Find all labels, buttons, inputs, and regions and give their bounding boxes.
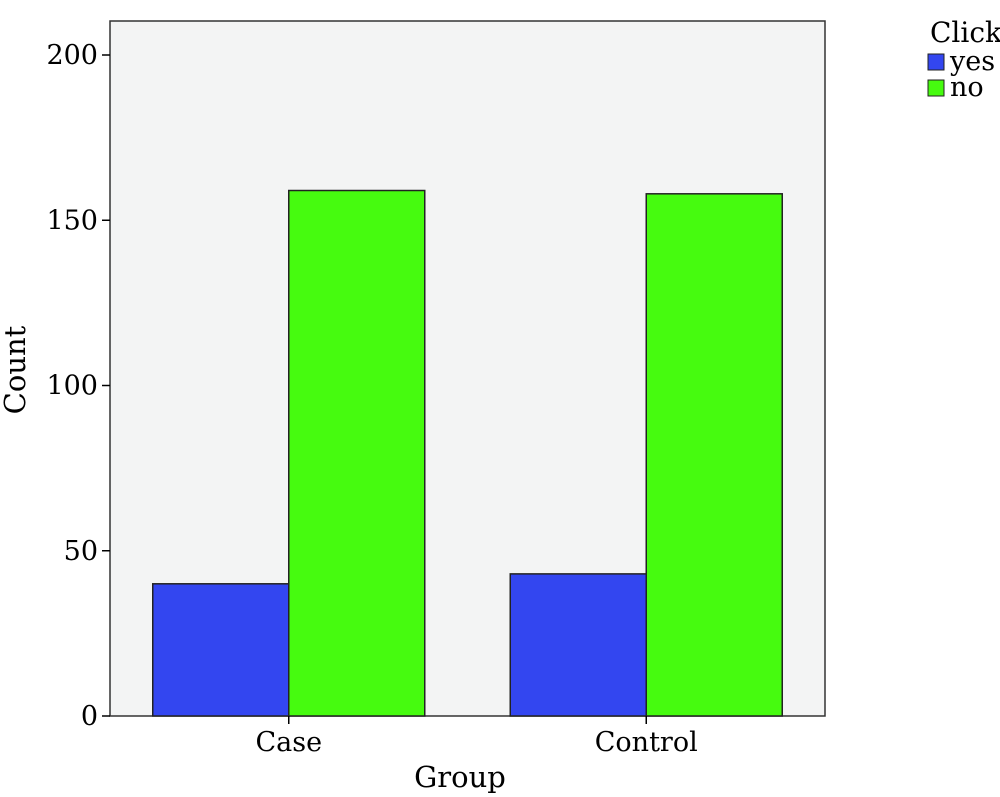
bar-yes-control <box>509 573 647 717</box>
y-axis: 0 50 100 150 200 <box>46 40 110 732</box>
y-tick-label: 150 <box>46 205 98 236</box>
y-tick-label: 0 <box>81 701 98 732</box>
x-tick-label: Control <box>595 727 698 758</box>
x-axis-title: Group <box>414 760 506 794</box>
legend-label-no: no <box>950 72 984 103</box>
x-axis: Case Control <box>255 716 698 758</box>
y-tick-label: 200 <box>46 40 98 71</box>
bar-no-control <box>645 193 783 717</box>
x-tick-label: Case <box>255 727 322 758</box>
legend-swatch-yes <box>927 53 945 71</box>
legend-label-yes: yes <box>949 46 995 77</box>
bar-yes-case <box>152 583 290 717</box>
y-tick-label: 100 <box>46 371 98 402</box>
legend-title: Click <box>930 16 1000 49</box>
y-tick-label: 50 <box>64 536 98 567</box>
bars-group <box>152 189 783 717</box>
y-axis-title: Count <box>0 325 32 414</box>
legend-swatch-no <box>927 79 945 97</box>
bar-no-case <box>288 189 426 717</box>
